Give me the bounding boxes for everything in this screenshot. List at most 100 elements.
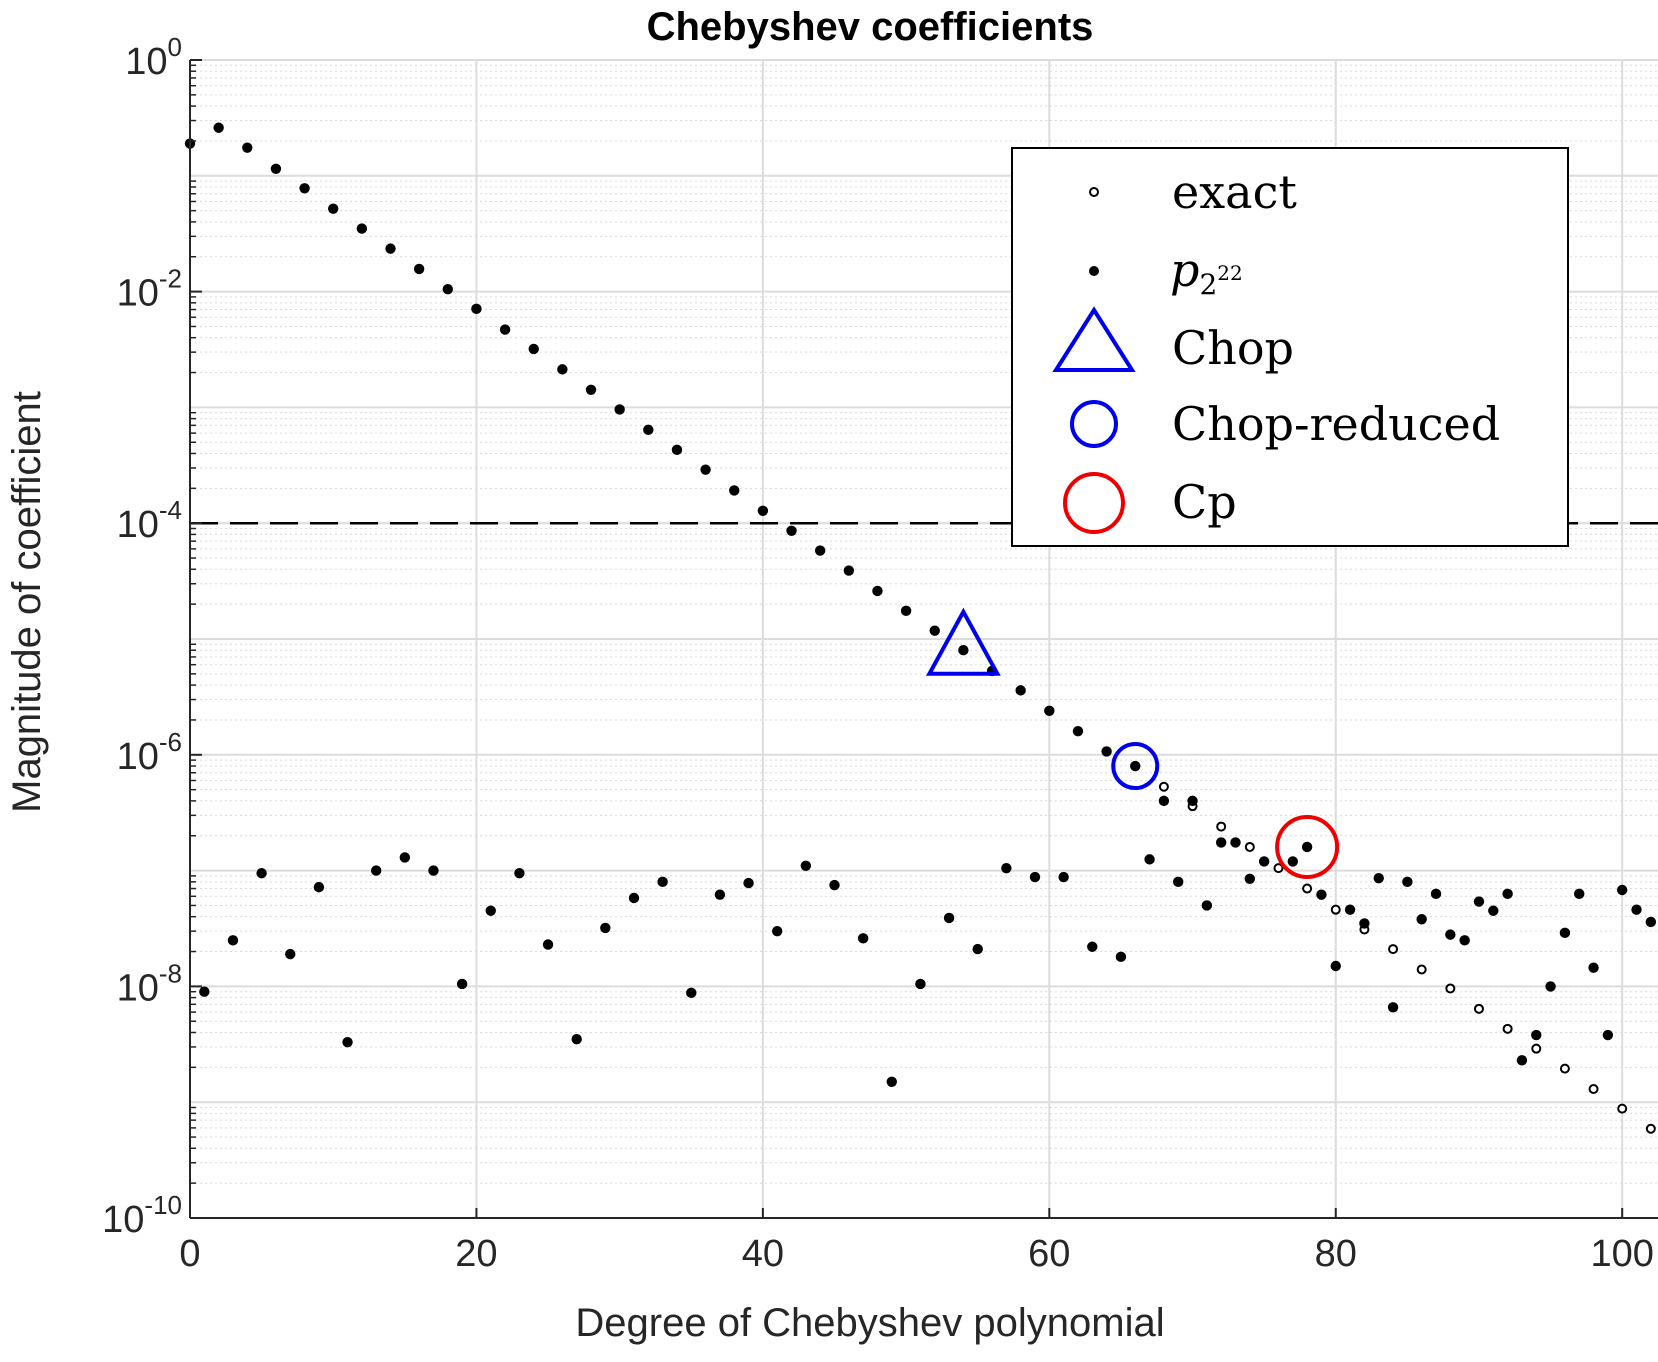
point-p-2-22	[1029, 871, 1041, 883]
point-exact	[1502, 1023, 1513, 1034]
legend-entry-cp: Cp	[1063, 472, 1237, 534]
point-p-2-22	[1588, 962, 1599, 973]
point-p-2-22	[1072, 725, 1084, 737]
point-p-2-22	[1631, 904, 1642, 915]
point-p-2-22	[1545, 981, 1556, 992]
point-p-2-22	[199, 986, 210, 997]
point-p-2-22	[1187, 795, 1198, 807]
y-tick-label: 10-8	[117, 958, 182, 1009]
point-p-2-22	[958, 645, 969, 656]
point-p-2-22	[1559, 927, 1571, 939]
point-p-2-22	[1130, 760, 1141, 772]
point-p-2-22	[1158, 795, 1170, 807]
point-exact	[1216, 821, 1227, 832]
point-p-2-22	[1445, 929, 1456, 940]
point-p-2-22	[256, 867, 267, 879]
point-p-2-22	[542, 939, 554, 950]
x-axis-label: Degree of Chebyshev polynomial	[575, 1301, 1164, 1345]
point-p-2-22	[643, 424, 654, 436]
point-p-2-22	[342, 1036, 353, 1048]
point-exact	[1531, 1043, 1542, 1054]
y-tick-label: 10-10	[102, 1190, 182, 1241]
point-p-2-22	[485, 905, 496, 916]
point-p-2-22	[1473, 896, 1485, 907]
point-p-2-22	[714, 889, 726, 900]
point-p-2-22	[1258, 856, 1270, 867]
point-p-2-22	[1402, 876, 1413, 888]
grid-lines	[189, 59, 1658, 1219]
marker-chop	[926, 607, 1001, 676]
point-exact	[1302, 883, 1313, 894]
y-axis-label: Magnitude of coefficient	[5, 391, 49, 813]
legend-entry-p: p222	[1089, 243, 1243, 301]
point-p-2-22	[585, 384, 597, 395]
point-p-2-22	[313, 881, 325, 893]
legend-label-cp: Cp	[1172, 475, 1237, 529]
x-tick-label: 100	[1590, 1233, 1653, 1275]
point-p-2-22	[671, 444, 683, 456]
point-p-2-22	[729, 485, 740, 496]
legend-box	[1011, 147, 1569, 547]
point-p-2-22	[857, 933, 869, 944]
legend-marker-red-circle	[1063, 472, 1125, 534]
y-tick-label: 10-4	[117, 495, 182, 546]
point-p-2-22	[628, 892, 640, 904]
point-p-2-22	[328, 203, 339, 214]
legend-marker-open-dot	[1089, 187, 1099, 197]
point-exact	[1645, 1123, 1656, 1134]
point-p-2-22	[943, 912, 955, 924]
point-exact	[1388, 944, 1399, 955]
point-p-2-22	[657, 876, 668, 888]
point-p-2-22	[972, 943, 983, 955]
point-p-2-22	[786, 525, 797, 536]
point-p-2-22	[1373, 872, 1384, 884]
x-tick-label: 40	[742, 1233, 784, 1275]
point-p-2-22	[829, 879, 840, 891]
point-p-2-22	[1287, 856, 1298, 867]
point-p-2-22	[471, 303, 482, 315]
legend-marker-dot	[1089, 266, 1099, 276]
point-p-2-22	[600, 922, 611, 934]
point-p-2-22	[1602, 1029, 1614, 1041]
point-p-2-22	[1516, 1055, 1528, 1066]
point-p-2-22	[1230, 837, 1241, 848]
y-tick-label: 100	[125, 32, 182, 83]
point-p-2-22	[1574, 888, 1585, 900]
point-exact	[1416, 964, 1427, 975]
point-p-2-22	[1087, 941, 1098, 952]
point-p-2-22	[1044, 705, 1055, 716]
point-p-2-22	[1215, 837, 1227, 848]
point-p-2-22	[1173, 876, 1184, 888]
point-p-2-22	[1015, 685, 1026, 696]
legend: exact p222 Chop Chop-reduced Cp	[1011, 147, 1569, 547]
point-p-2-22	[700, 464, 711, 475]
data-points	[184, 122, 1657, 1134]
point-p-2-22	[929, 625, 940, 636]
point-p-2-22	[385, 243, 396, 254]
point-p-2-22	[872, 585, 883, 597]
point-p-2-22	[1344, 904, 1356, 915]
point-p-2-22	[571, 1033, 582, 1045]
legend-label-exact: exact	[1172, 165, 1297, 219]
chart-title: Chebyshev coefficients	[647, 5, 1094, 49]
point-p-2-22	[1244, 873, 1256, 884]
point-p-2-22	[1359, 918, 1370, 929]
axis-ticks: 0 20 40 60 80 100 100 10-2 10-4 10-6 10-8 10-10	[102, 32, 1654, 1275]
point-p-2-22	[213, 122, 224, 133]
point-p-2-22	[1201, 900, 1213, 911]
point-p-2-22	[285, 948, 296, 960]
point-p-2-22	[1144, 854, 1155, 865]
point-p-2-22	[1101, 746, 1112, 757]
point-p-2-22	[1502, 888, 1513, 900]
point-p-2-22	[528, 343, 539, 355]
point-p-2-22	[1488, 905, 1499, 916]
point-p-2-22	[1301, 841, 1313, 853]
point-p-2-22	[227, 935, 239, 946]
point-p-2-22	[1001, 862, 1012, 874]
point-p-2-22	[557, 364, 568, 375]
legend-label-chop-reduced: Chop-reduced	[1172, 397, 1500, 451]
point-p-2-22	[499, 324, 511, 335]
point-exact	[1445, 983, 1456, 994]
point-p-2-22	[1058, 871, 1069, 883]
marker-cp	[1275, 814, 1340, 879]
